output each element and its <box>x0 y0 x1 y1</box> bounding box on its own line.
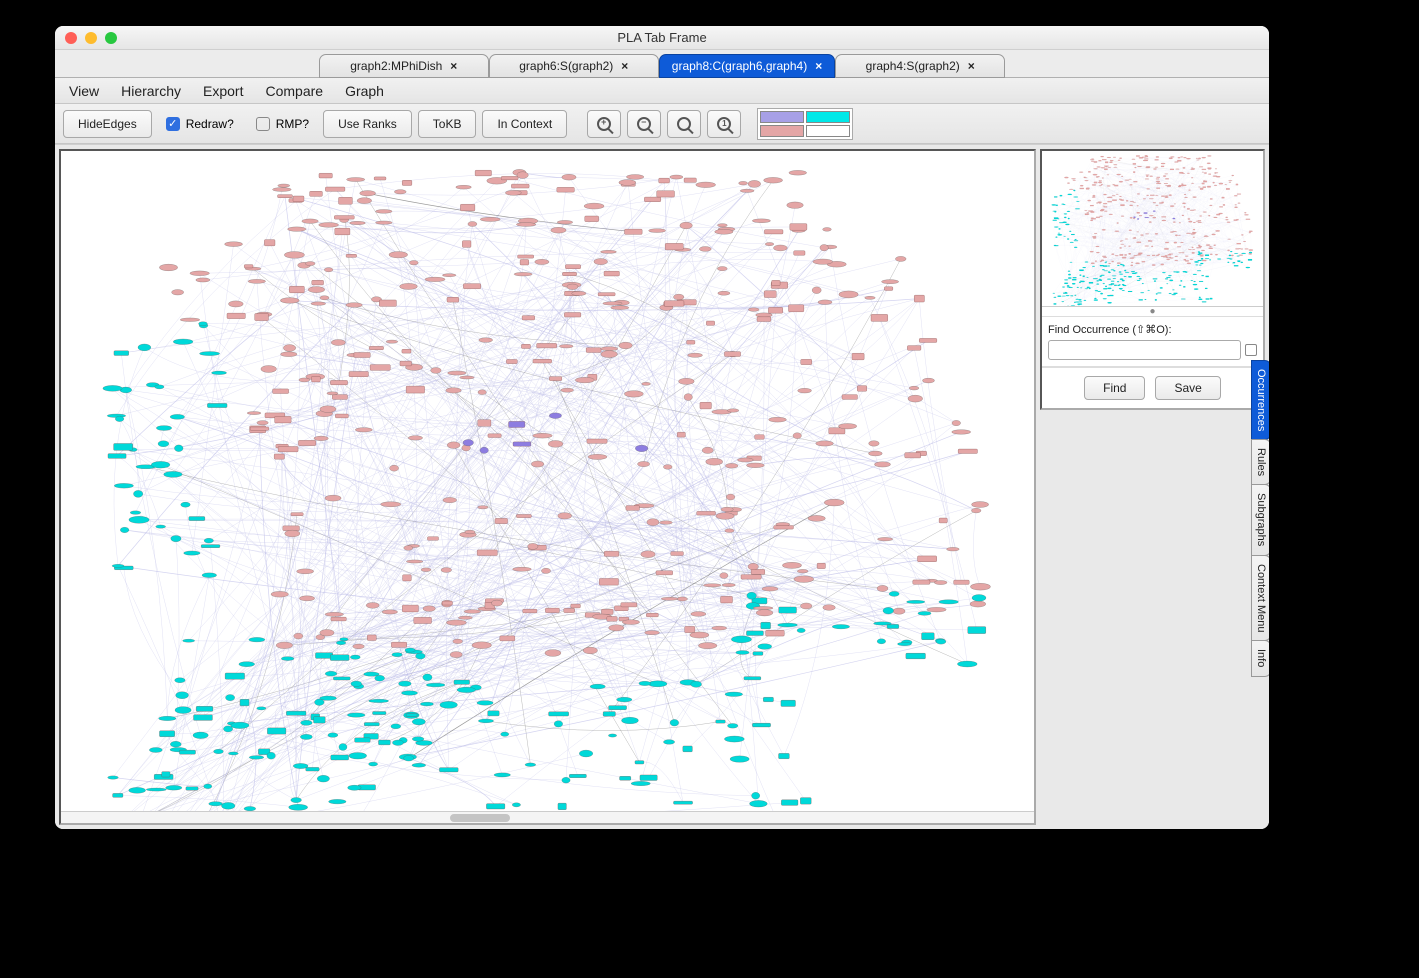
find-pane: Find Occurrence (⇧⌘O): <box>1042 317 1263 367</box>
vtab-context-menu[interactable]: Context Menu <box>1251 555 1269 641</box>
fullscreen-window-icon[interactable] <box>105 32 117 44</box>
close-tab-icon[interactable]: × <box>621 59 628 73</box>
menu-graph[interactable]: Graph <box>345 83 384 99</box>
tokb-button[interactable]: ToKB <box>418 110 477 138</box>
close-tab-icon[interactable]: × <box>815 59 822 73</box>
vtab-subgraphs[interactable]: Subgraphs <box>1251 484 1269 555</box>
minimap[interactable] <box>1042 151 1263 307</box>
side-wrapper: ● Find Occurrence (⇧⌘O): Ac4LM!Mycobacte… <box>1040 145 1269 829</box>
side-panel: ● Find Occurrence (⇧⌘O): Ac4LM!Mycobacte… <box>1040 149 1265 410</box>
color-swatches <box>757 108 853 140</box>
vtab-info[interactable]: Info <box>1251 640 1269 676</box>
hide-edges-button[interactable]: HideEdges <box>63 110 152 138</box>
redraw-checkbox[interactable]: ✓ <box>166 117 180 131</box>
tab-label: graph8:C(graph6,graph4) <box>672 59 807 73</box>
side-buttons: Find Save <box>1042 367 1263 408</box>
close-window-icon[interactable] <box>65 32 77 44</box>
graph-svg <box>61 151 1034 825</box>
in-context-button[interactable]: In Context <box>482 110 567 138</box>
rmp-checkbox-wrap[interactable]: RMP? <box>248 117 317 131</box>
minimize-window-icon[interactable] <box>85 32 97 44</box>
rmp-label: RMP? <box>276 117 309 131</box>
minimap-svg <box>1042 151 1263 307</box>
save-button[interactable]: Save <box>1155 376 1220 400</box>
traffic-lights <box>55 32 117 44</box>
magnify-minus-icon: − <box>637 117 651 131</box>
menu-bar: View Hierarchy Export Compare Graph <box>55 78 1269 104</box>
zoom-fit-button[interactable] <box>667 110 701 138</box>
menu-export[interactable]: Export <box>203 83 243 99</box>
close-tab-icon[interactable]: × <box>450 59 457 73</box>
tab-label: graph6:S(graph2) <box>519 59 613 73</box>
titlebar: PLA Tab Frame <box>55 26 1269 50</box>
app-window: PLA Tab Frame graph2:MPhiDish×graph6:S(g… <box>55 26 1269 829</box>
swatch-cyan[interactable] <box>806 111 850 123</box>
find-input[interactable] <box>1048 340 1241 360</box>
graph-canvas[interactable] <box>59 149 1036 825</box>
swatch-purple[interactable] <box>760 111 804 123</box>
toolbar: HideEdges ✓ Redraw? RMP? Use Ranks ToKB … <box>55 104 1269 144</box>
find-option-checkbox[interactable] <box>1245 344 1257 356</box>
tab-2[interactable]: graph8:C(graph6,graph4) × <box>659 54 835 78</box>
vtab-occurrences[interactable]: Occurrences <box>1251 360 1269 440</box>
zoom-out-button[interactable]: − <box>627 110 661 138</box>
redraw-checkbox-wrap[interactable]: ✓ Redraw? <box>158 117 242 131</box>
content-area: ● Find Occurrence (⇧⌘O): Ac4LM!Mycobacte… <box>55 144 1269 829</box>
magnify-plus-icon: + <box>597 117 611 131</box>
tab-strip: graph2:MPhiDish×graph6:S(graph2)×graph8:… <box>55 50 1269 78</box>
tab-label: graph2:MPhiDish <box>350 59 442 73</box>
find-label: Find Occurrence (⇧⌘O): <box>1048 323 1257 336</box>
zoom-in-button[interactable]: + <box>587 110 621 138</box>
tab-1[interactable]: graph6:S(graph2) × <box>489 54 659 78</box>
magnify-reset-icon: 1 <box>717 117 731 131</box>
vtab-rules[interactable]: Rules <box>1251 439 1269 485</box>
rmp-checkbox[interactable] <box>256 117 270 131</box>
swatch-white[interactable] <box>806 125 850 137</box>
canvas-hscroll[interactable] <box>61 811 1034 823</box>
close-tab-icon[interactable]: × <box>968 59 975 73</box>
use-ranks-button[interactable]: Use Ranks <box>323 110 412 138</box>
window-title: PLA Tab Frame <box>55 30 1269 45</box>
find-button[interactable]: Find <box>1084 376 1145 400</box>
swatch-pink[interactable] <box>760 125 804 137</box>
tab-0[interactable]: graph2:MPhiDish × <box>319 54 489 78</box>
splitter-handle[interactable]: ● <box>1042 307 1263 317</box>
side-vertical-tabs: OccurrencesRulesSubgraphsContext MenuInf… <box>1251 360 1269 676</box>
menu-compare[interactable]: Compare <box>265 83 323 99</box>
magnify-icon <box>677 117 691 131</box>
canvas-hscroll-thumb[interactable] <box>450 814 510 822</box>
tab-label: graph4:S(graph2) <box>866 59 960 73</box>
menu-view[interactable]: View <box>69 83 99 99</box>
zoom-reset-button[interactable]: 1 <box>707 110 741 138</box>
redraw-label: Redraw? <box>186 117 234 131</box>
menu-hierarchy[interactable]: Hierarchy <box>121 83 181 99</box>
tab-3[interactable]: graph4:S(graph2) × <box>835 54 1005 78</box>
